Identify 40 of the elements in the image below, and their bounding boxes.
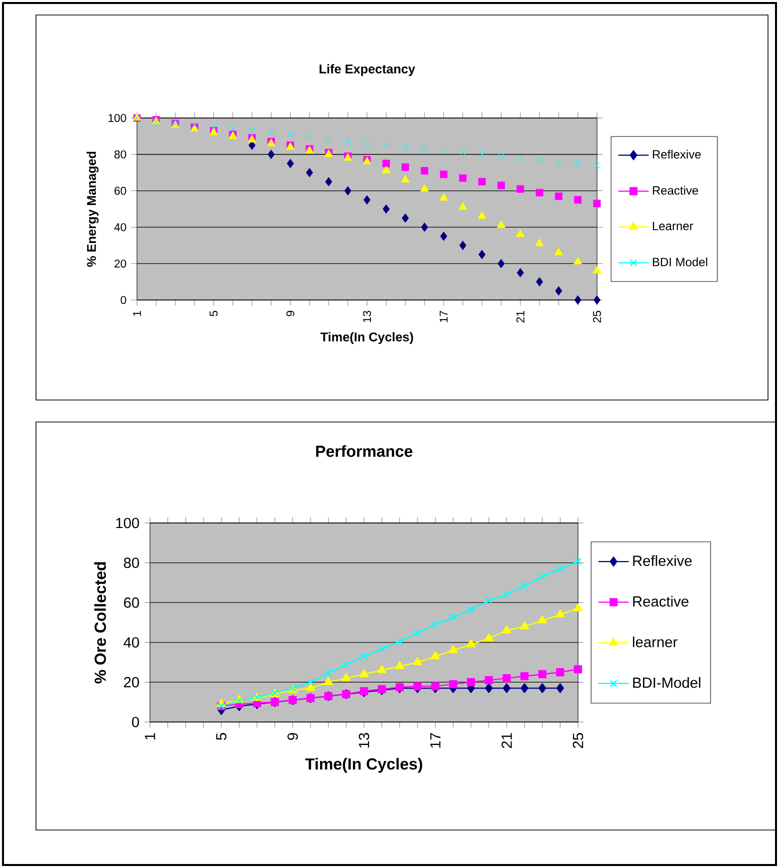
y-tick-label: 0 <box>120 296 126 304</box>
x-tick-label: 5 <box>210 310 218 316</box>
x-tick-label: 21 <box>516 310 524 322</box>
x-tick-label: 9 <box>286 310 294 316</box>
legend-label: Learner <box>652 222 694 230</box>
chart-title: Performance <box>316 445 412 457</box>
y-tick-label: 0 <box>132 716 140 728</box>
x-axis-title: Time(In Cycles) <box>320 332 414 344</box>
legend-label: learner <box>632 636 678 648</box>
x-tick-label: 17 <box>430 733 440 748</box>
x-tick-label: 25 <box>593 310 602 322</box>
x-tick-label: 5 <box>216 733 226 740</box>
y-tick-label: 60 <box>114 186 126 195</box>
legend-label: BDI Model <box>652 257 708 266</box>
chart-title: Life Expectancy <box>320 64 416 76</box>
y-tick-label: 20 <box>114 260 126 268</box>
x-axis-title: Time(In Cycles) <box>305 758 422 773</box>
x-tick-label: 9 <box>287 733 298 740</box>
x-tick-label: 25 <box>572 733 584 748</box>
y-tick-label: 20 <box>124 677 140 688</box>
x-tick-label: 21 <box>502 733 512 748</box>
legend-label: BDI-Model <box>633 677 700 688</box>
x-tick-label: 17 <box>440 310 448 322</box>
x-tick-label: 1 <box>133 310 141 316</box>
x-tick-label: 13 <box>358 733 370 748</box>
legend-label: Reactive <box>652 186 698 195</box>
legend-label: Reflexive <box>633 555 692 566</box>
y-tick-label: 60 <box>124 597 140 608</box>
y-axis-title: % Ore Collected <box>94 562 106 684</box>
y-tick-label: 40 <box>114 223 126 232</box>
x-tick-label: 1 <box>144 733 156 740</box>
y-axis-title: % Energy Managed <box>86 152 99 267</box>
y-tick-label: 100 <box>108 114 126 122</box>
y-tick-label: 40 <box>124 637 140 648</box>
legend-label: Reflexive <box>652 150 701 159</box>
y-tick-label: 80 <box>124 558 140 568</box>
y-tick-label: 80 <box>114 150 126 158</box>
x-tick-label: 13 <box>363 310 372 322</box>
legend-label: Reactive <box>633 596 688 607</box>
y-tick-label: 100 <box>116 518 140 528</box>
